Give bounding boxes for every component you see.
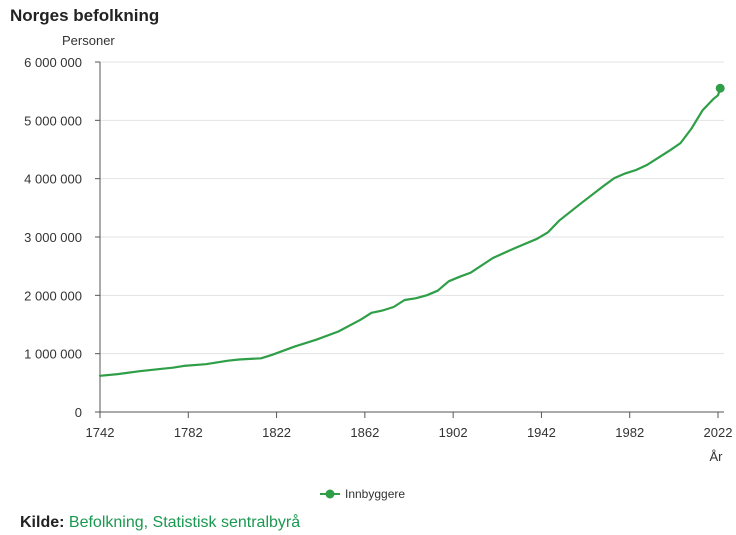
x-axis-label: År — [710, 449, 724, 464]
x-tick-label: 1822 — [262, 425, 291, 440]
axes — [95, 61, 724, 418]
y-tick-label: 0 — [75, 405, 82, 420]
series-layer — [98, 83, 725, 377]
x-tick-label: 1942 — [527, 425, 556, 440]
y-tick-label: 3 000 000 — [24, 230, 82, 245]
chart-title: Norges befolkning — [10, 6, 160, 25]
source-link[interactable]: Befolkning, Statistisk sentralbyrå — [68, 514, 301, 531]
x-tick-label: 1742 — [86, 425, 115, 440]
y-tick-label: 5 000 000 — [24, 113, 82, 128]
x-tick-label: 1982 — [615, 425, 644, 440]
x-tick-label: 1902 — [439, 425, 468, 440]
x-tick-label: 1862 — [350, 425, 379, 440]
grid-lines — [100, 61, 724, 355]
source-label: Kilde: — [20, 514, 65, 531]
y-axis-label: Personer — [62, 33, 115, 48]
y-tick-label: 6 000 000 — [24, 55, 82, 70]
source-line: Kilde: Befolkning, Statistisk sentralbyr… — [20, 514, 300, 532]
y-tick-label: 2 000 000 — [24, 288, 82, 303]
series-end-marker[interactable] — [715, 83, 725, 93]
legend-marker — [325, 489, 335, 499]
legend-label-innbyggere: Innbyggere — [345, 487, 405, 501]
x-tick-label: 2022 — [704, 425, 733, 440]
tick-labels: 0 1 000 000 2 000 000 3 000 000 4 000 000 5 0… — [24, 55, 732, 440]
legend[interactable]: Innbyggere — [320, 487, 405, 501]
y-tick-label: 1 000 000 — [24, 347, 82, 362]
series-line-innbyggere[interactable] — [98, 87, 722, 377]
y-tick-label: 4 000 000 — [24, 172, 82, 187]
x-tick-label: 1782 — [174, 425, 203, 440]
